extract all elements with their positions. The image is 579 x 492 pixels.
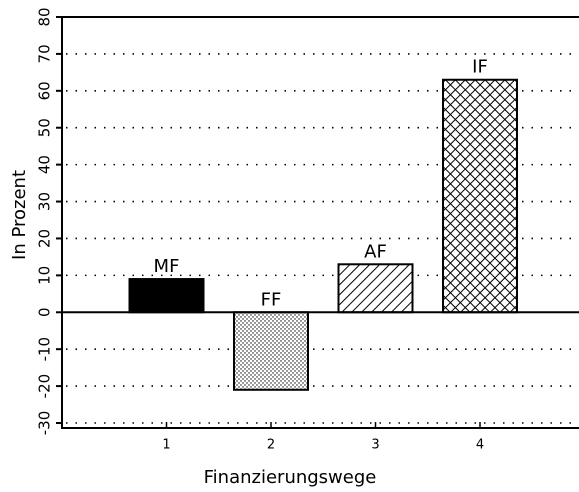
y-tick-label: 80 (36, 7, 54, 26)
x-tick-label: 1 (162, 438, 170, 453)
bar (128, 278, 205, 314)
bar-label: MF (154, 256, 180, 277)
x-tick-label: 4 (476, 438, 484, 453)
y-tick-label: 70 (36, 44, 54, 63)
x-axis-label: Finanzierungswege (204, 467, 377, 488)
y-tick-label: 20 (36, 229, 54, 248)
y-tick-label: 60 (36, 81, 54, 100)
y-tick-label: 40 (36, 155, 54, 174)
bar (337, 263, 414, 314)
y-tick-label: 0 (36, 307, 54, 317)
x-tick-label: 3 (371, 438, 379, 453)
bar-label: FF (261, 289, 282, 310)
y-tick-label: 30 (36, 192, 54, 211)
y-tick-label: 10 (36, 266, 54, 285)
y-tick-label: -10 (36, 337, 54, 362)
bar (233, 311, 309, 391)
y-tick-label: 50 (36, 118, 54, 137)
y-tick-label: -20 (36, 374, 54, 399)
y-tick-label: -30 (36, 411, 54, 436)
plot-frame (61, 16, 579, 429)
y-axis-label: In Prozent (9, 170, 30, 260)
bar-label: AF (364, 241, 387, 262)
bar (442, 78, 518, 314)
x-tick-label: 2 (267, 438, 275, 453)
bar-label: IF (472, 57, 488, 78)
